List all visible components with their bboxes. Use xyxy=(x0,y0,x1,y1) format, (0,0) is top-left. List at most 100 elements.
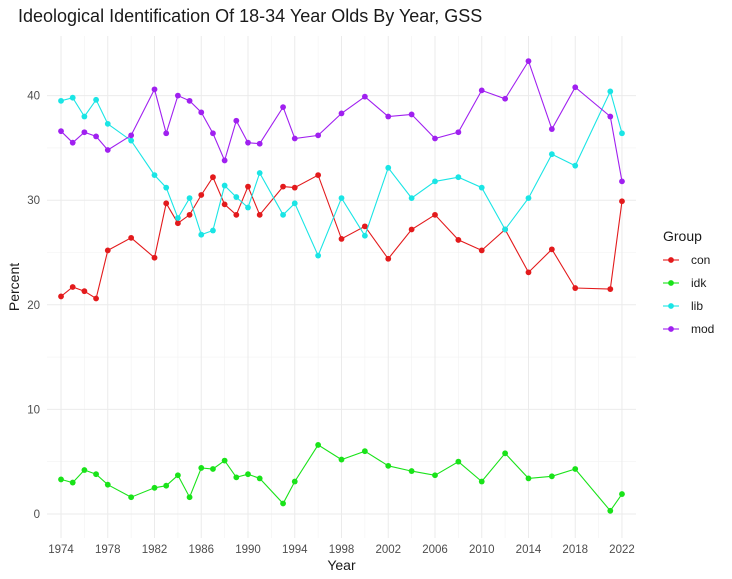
data-point-con xyxy=(174,220,181,227)
x-tick-label: 2014 xyxy=(516,544,542,556)
data-point-lib xyxy=(58,97,64,104)
data-point-idk xyxy=(432,472,438,479)
data-point-lib xyxy=(245,204,251,211)
data-point-mod xyxy=(186,97,193,104)
x-tick-label: 1974 xyxy=(48,544,74,556)
data-point-con xyxy=(104,247,111,254)
data-point-idk xyxy=(572,466,579,472)
data-point-mod xyxy=(81,129,88,136)
data-point-idk xyxy=(385,462,392,469)
data-point-idk xyxy=(163,482,170,489)
data-point-mod xyxy=(198,109,205,116)
data-point-lib xyxy=(455,174,462,181)
legend-label-mod: mod xyxy=(691,322,714,336)
data-point-mod xyxy=(69,139,76,146)
data-point-mod xyxy=(128,132,135,139)
data-point-con xyxy=(210,174,216,181)
data-point-idk xyxy=(502,450,509,457)
data-point-lib xyxy=(163,184,170,191)
data-point-lib xyxy=(81,113,88,120)
data-point-mod xyxy=(502,95,509,102)
y-tick-label: 30 xyxy=(27,195,40,207)
data-point-mod xyxy=(93,133,99,140)
data-point-con xyxy=(572,285,579,291)
x-tick-label: 1978 xyxy=(95,544,121,556)
data-point-lib xyxy=(361,232,368,239)
data-point-idk xyxy=(210,466,216,472)
data-point-lib xyxy=(607,88,614,95)
data-point-idk xyxy=(280,500,286,507)
data-point-mod xyxy=(104,147,111,153)
data-point-con xyxy=(338,235,345,242)
legend-key-point-lib xyxy=(668,303,674,309)
data-point-con xyxy=(163,200,170,207)
data-point-con xyxy=(245,183,251,190)
x-tick-label: 1982 xyxy=(142,544,168,556)
series-line-mod xyxy=(60,59,623,182)
data-point-lib xyxy=(233,194,240,200)
data-point-idk xyxy=(93,471,99,478)
series-line-con xyxy=(60,174,623,300)
data-point-mod xyxy=(361,93,368,100)
x-tick-label: 1998 xyxy=(329,544,355,556)
data-point-mod xyxy=(210,130,216,137)
x-tick-label: 2018 xyxy=(562,544,588,556)
data-point-mod xyxy=(233,117,240,124)
data-point-idk xyxy=(607,507,614,514)
data-point-lib xyxy=(104,120,111,127)
y-tick-label: 10 xyxy=(27,404,40,416)
data-point-idk xyxy=(245,471,251,478)
data-point-mod xyxy=(455,129,462,136)
data-point-lib xyxy=(69,94,76,101)
data-point-mod xyxy=(315,132,322,139)
data-point-con xyxy=(548,246,555,253)
data-point-lib xyxy=(291,200,298,207)
data-point-mod xyxy=(174,92,181,99)
y-tick-label: 0 xyxy=(34,509,40,521)
x-tick-label: 1994 xyxy=(282,544,308,556)
data-point-con xyxy=(93,295,99,302)
data-point-mod xyxy=(548,126,555,132)
data-point-con xyxy=(432,211,438,218)
data-point-con xyxy=(525,269,532,276)
data-point-mod xyxy=(221,157,228,164)
data-point-lib xyxy=(210,227,216,234)
data-point-lib xyxy=(385,164,392,171)
data-point-lib xyxy=(572,162,579,169)
data-point-idk xyxy=(315,442,322,448)
series-line-idk xyxy=(60,444,623,512)
data-point-idk xyxy=(408,468,415,474)
legend-key-point-mod xyxy=(668,326,674,332)
data-point-lib xyxy=(315,252,322,259)
data-point-lib xyxy=(221,182,228,189)
legend-key-point-con xyxy=(668,257,674,263)
data-point-idk xyxy=(291,478,298,485)
data-point-idk xyxy=(58,476,64,483)
data-point-idk xyxy=(174,472,181,479)
data-point-mod xyxy=(572,84,579,91)
data-point-idk xyxy=(221,457,228,464)
data-point-con xyxy=(58,293,64,300)
data-point-mod xyxy=(619,178,625,185)
data-point-mod xyxy=(432,135,438,142)
data-point-lib xyxy=(280,211,286,218)
data-point-lib xyxy=(198,231,205,238)
data-point-idk xyxy=(69,479,76,486)
chart-title: Ideological Identification Of 18-34 Year… xyxy=(18,6,483,26)
data-point-lib xyxy=(186,195,193,202)
data-point-con xyxy=(198,192,205,198)
data-point-mod xyxy=(280,104,286,111)
data-point-con xyxy=(455,237,462,243)
data-point-idk xyxy=(104,481,111,488)
data-point-con xyxy=(256,211,263,218)
data-point-idk xyxy=(198,465,205,471)
data-point-lib xyxy=(525,195,532,202)
data-point-idk xyxy=(338,456,345,463)
data-point-idk xyxy=(81,467,88,473)
data-point-mod xyxy=(607,113,614,120)
legend-label-lib: lib xyxy=(691,299,703,313)
y-axis-title: Percent xyxy=(6,263,22,311)
legend-title: Group xyxy=(663,228,702,244)
